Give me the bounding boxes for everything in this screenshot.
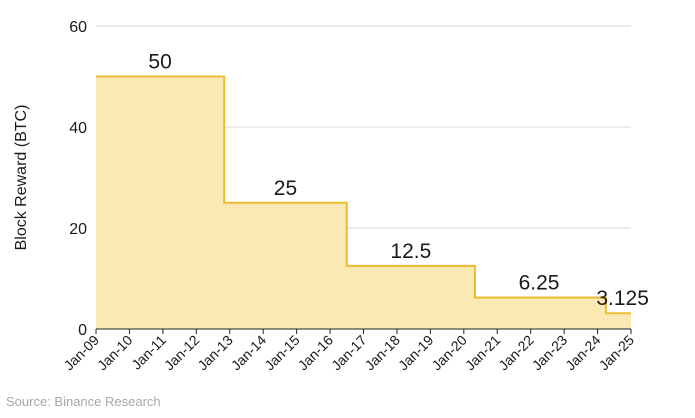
y-tick-label: 20 — [69, 221, 87, 238]
x-tick-label: Jan-10 — [94, 332, 136, 374]
data-label: 50 — [148, 51, 171, 74]
data-label: 25 — [274, 177, 297, 200]
y-tick-label: 60 — [69, 19, 87, 36]
x-tick-label: Jan-14 — [228, 332, 270, 374]
y-tick-label: 40 — [69, 120, 87, 137]
x-tick-label: Jan-23 — [529, 332, 571, 374]
data-label: 6.25 — [519, 271, 560, 294]
y-tick-label: 0 — [78, 322, 87, 339]
x-tick-label: Jan-13 — [194, 332, 236, 374]
x-tick-label: Jan-16 — [295, 332, 337, 374]
source-note: Source: Binance Research — [6, 394, 161, 409]
y-axis-title: Block Reward (BTC) — [13, 105, 30, 251]
x-tick-label: Jan-11 — [128, 332, 169, 373]
series-area — [96, 76, 631, 329]
x-tick-label: Jan-24 — [562, 332, 604, 374]
x-tick-label: Jan-19 — [395, 332, 437, 374]
data-label: 3.125 — [596, 287, 649, 310]
x-tick-label: Jan-20 — [428, 332, 470, 374]
x-tick-label: Jan-12 — [161, 332, 203, 374]
x-tick-label: Jan-18 — [361, 332, 403, 374]
x-tick-label: Jan-17 — [328, 332, 370, 374]
x-tick-label: Jan-25 — [596, 332, 638, 374]
x-tick-label: Jan-21 — [462, 332, 504, 374]
x-tick-label: Jan-22 — [495, 332, 537, 374]
x-tick-label: Jan-15 — [261, 332, 303, 374]
series-line — [96, 75, 631, 315]
data-label: 12.5 — [390, 240, 431, 263]
